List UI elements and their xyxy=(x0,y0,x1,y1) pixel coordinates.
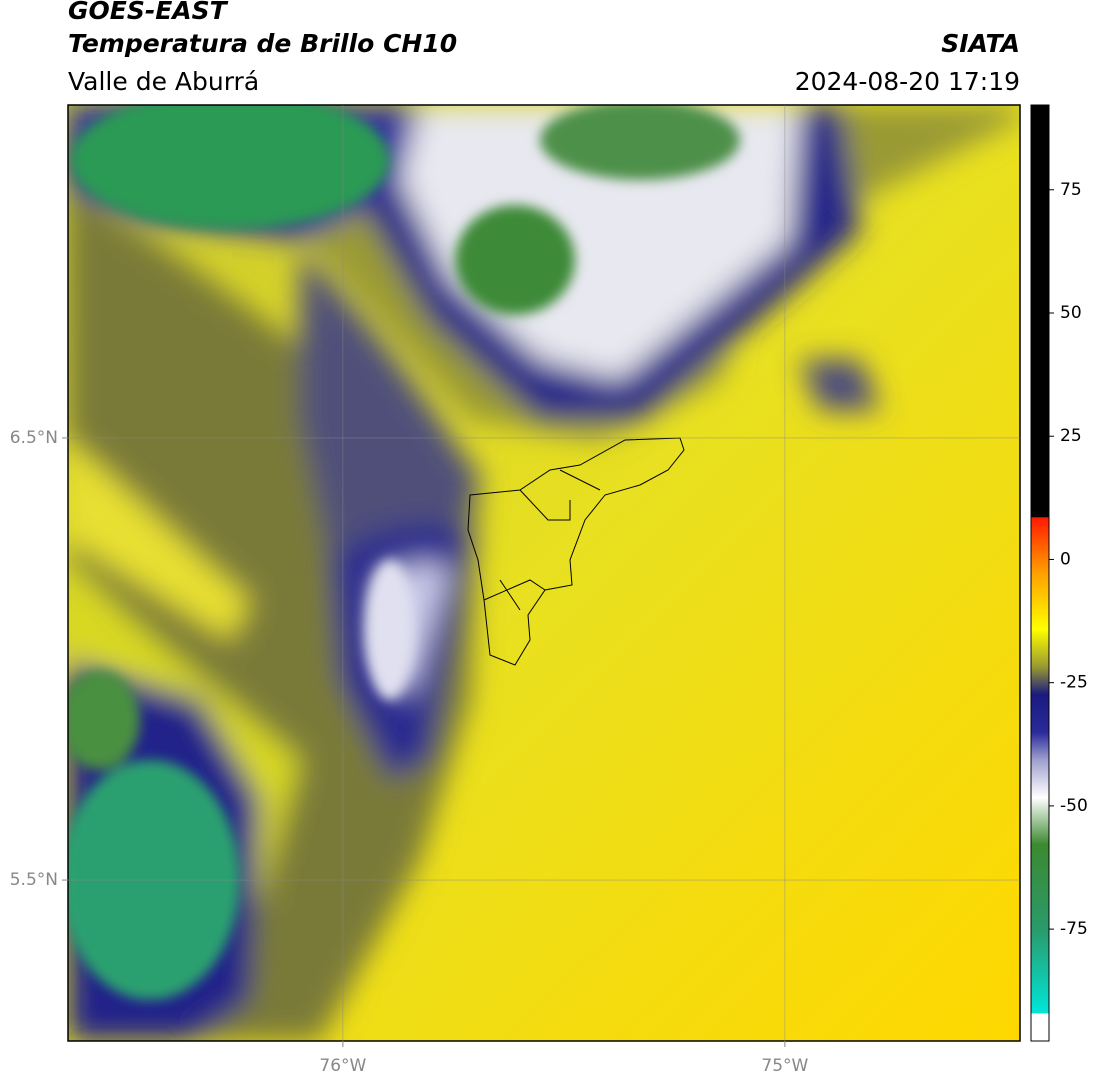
colorbar-tick-label: 50 xyxy=(1060,303,1082,323)
colorbar xyxy=(1030,104,1050,1042)
datetime: 2024-08-20 17:19 xyxy=(795,67,1020,96)
source: SIATA xyxy=(941,29,1020,58)
title: GOES-EAST xyxy=(68,0,229,25)
colorbar-tick-label: 25 xyxy=(1060,426,1082,446)
colorbar-tick-label: -75 xyxy=(1060,919,1088,939)
lon-tick-label: 75°W xyxy=(761,1056,808,1076)
lon-tick-label: 76°W xyxy=(319,1056,366,1076)
colorbar-tick-label: -50 xyxy=(1060,796,1088,816)
map-image xyxy=(68,105,1020,1041)
colorbar-tick-label: -25 xyxy=(1060,673,1088,693)
lat-tick-label: 6.5°N xyxy=(10,428,58,448)
region: Valle de Aburrá xyxy=(68,67,259,96)
colorbar-tick-label: 75 xyxy=(1060,180,1082,200)
map-frame xyxy=(67,104,1021,1042)
lat-tick-label: 5.5°N xyxy=(10,870,58,890)
colorbar-tick-label: 0 xyxy=(1060,549,1071,569)
subtitle: Temperatura de Brillo CH10 xyxy=(68,29,457,58)
